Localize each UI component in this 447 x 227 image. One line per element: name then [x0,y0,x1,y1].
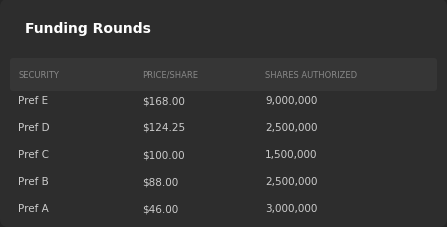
Text: Pref A: Pref A [18,203,49,213]
Text: PRICE/SHARE: PRICE/SHARE [142,71,198,80]
Text: Funding Rounds: Funding Rounds [25,22,151,36]
Text: 2,500,000: 2,500,000 [265,122,317,132]
Text: $100.00: $100.00 [142,149,185,159]
Text: 1,500,000: 1,500,000 [265,149,317,159]
Text: Pref D: Pref D [18,122,50,132]
Text: Pref E: Pref E [18,96,48,106]
FancyBboxPatch shape [10,59,437,92]
Text: $124.25: $124.25 [142,122,185,132]
Text: Pref C: Pref C [18,149,49,159]
Text: 9,000,000: 9,000,000 [265,96,317,106]
Text: SHARES AUTHORIZED: SHARES AUTHORIZED [265,71,357,80]
Text: Pref B: Pref B [18,176,49,186]
Text: $46.00: $46.00 [142,203,178,213]
Text: $88.00: $88.00 [142,176,178,186]
Text: $168.00: $168.00 [142,96,185,106]
Text: SECURITY: SECURITY [18,71,59,80]
Text: 2,500,000: 2,500,000 [265,176,317,186]
Text: 3,000,000: 3,000,000 [265,203,317,213]
